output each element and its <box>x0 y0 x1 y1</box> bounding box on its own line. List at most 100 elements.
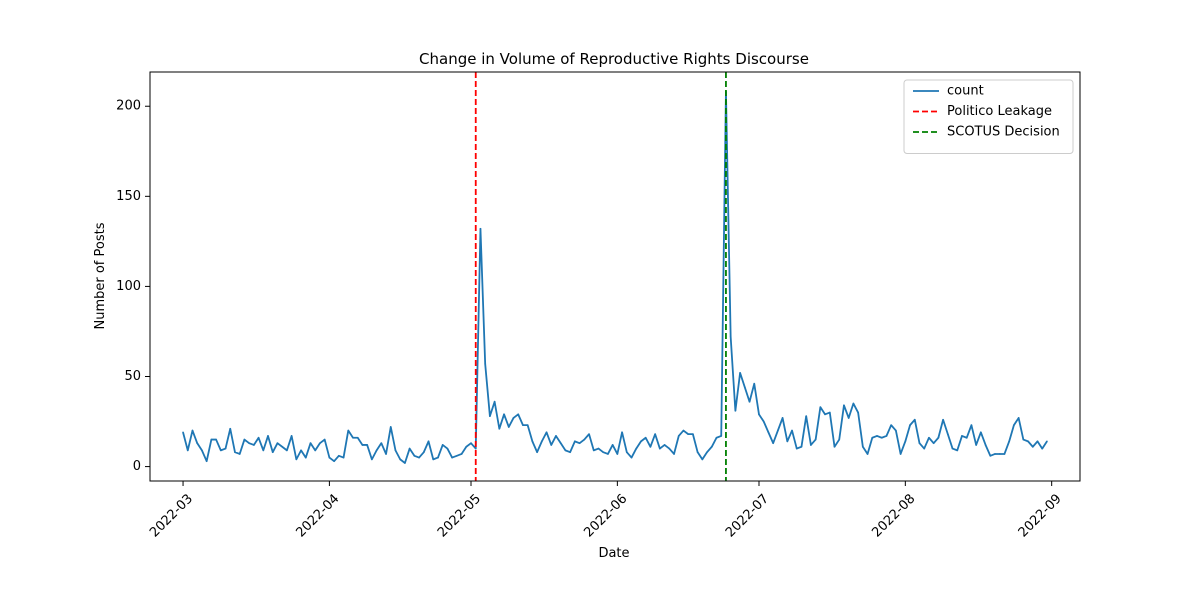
y-tick-label: 200 <box>116 99 141 114</box>
data-point <box>531 440 534 443</box>
data-point <box>526 424 529 426</box>
data-point <box>630 456 633 459</box>
legend-label: SCOTUS Decision <box>947 125 1060 140</box>
data-point <box>446 447 449 450</box>
data-point <box>238 453 241 455</box>
data-point <box>186 449 189 452</box>
data-point <box>791 429 793 432</box>
data-point <box>517 413 520 416</box>
data-point <box>271 451 274 453</box>
data-point <box>715 436 718 439</box>
data-point <box>578 442 581 444</box>
data-point <box>342 456 345 459</box>
data-point <box>248 442 250 444</box>
data-point <box>895 429 897 432</box>
data-point <box>314 449 317 452</box>
data-point <box>890 424 892 426</box>
data-point <box>772 442 774 444</box>
data-point <box>829 411 831 414</box>
data-point <box>550 444 553 446</box>
data-point <box>564 449 567 452</box>
data-point <box>621 431 623 434</box>
data-point <box>559 442 562 444</box>
data-point <box>507 426 510 428</box>
data-point <box>210 438 213 441</box>
data-point <box>323 438 326 441</box>
data-point <box>347 429 350 432</box>
data-point <box>909 424 911 426</box>
data-point <box>583 438 586 441</box>
data-point <box>786 440 789 443</box>
data-point <box>290 435 293 437</box>
data-point <box>668 447 671 450</box>
data-point <box>394 449 397 452</box>
data-point <box>838 438 841 441</box>
data-point <box>961 435 963 437</box>
data-point <box>956 449 959 452</box>
data-point <box>767 431 770 434</box>
y-tick-label: 100 <box>116 279 141 294</box>
data-point <box>640 440 642 443</box>
data-point <box>677 435 680 437</box>
data-point <box>706 451 708 453</box>
data-point <box>333 460 335 462</box>
data-point <box>701 458 704 461</box>
data-point <box>536 451 538 453</box>
data-point <box>328 456 331 459</box>
data-point <box>710 445 713 448</box>
data-point <box>574 440 576 443</box>
data-point <box>1036 440 1039 443</box>
data-point <box>456 454 458 457</box>
data-point <box>847 417 850 419</box>
axes-frame <box>149 71 1081 482</box>
x-axis-label: Date <box>598 546 629 561</box>
data-point <box>928 436 930 439</box>
data-point <box>484 363 486 365</box>
data-point <box>465 445 468 448</box>
data-point <box>191 429 194 432</box>
data-point <box>498 427 501 430</box>
data-point <box>611 444 614 446</box>
data-point <box>965 436 968 439</box>
legend: count Politico Leakage SCOTUS Decision <box>903 79 1074 154</box>
data-point <box>810 444 812 446</box>
data-point <box>951 447 954 450</box>
data-point <box>833 445 836 448</box>
data-point <box>1046 440 1048 443</box>
data-point <box>220 449 222 452</box>
data-point <box>649 445 652 448</box>
data-point <box>748 400 751 403</box>
data-point <box>762 420 765 423</box>
data-point <box>729 336 732 338</box>
data-point <box>937 436 940 439</box>
data-point <box>687 433 689 435</box>
series-line-count <box>182 90 1048 464</box>
data-point <box>913 418 916 421</box>
data-point <box>286 449 288 452</box>
data-point <box>262 449 265 452</box>
data-point <box>215 438 217 441</box>
data-point <box>1022 438 1025 441</box>
data-point <box>696 451 699 453</box>
data-point <box>493 400 496 403</box>
data-point <box>932 442 935 444</box>
data-point <box>753 382 756 385</box>
data-point <box>470 442 472 444</box>
data-point <box>569 451 571 453</box>
data-point <box>923 447 926 450</box>
data-point <box>276 442 279 444</box>
data-point <box>644 436 647 439</box>
legend-label: count <box>947 84 984 99</box>
data-point <box>451 456 453 459</box>
data-point <box>659 447 661 450</box>
legend-label: Politico Leakage <box>947 104 1052 119</box>
data-point <box>541 440 543 443</box>
data-point <box>375 449 378 452</box>
data-point <box>814 438 817 441</box>
data-point <box>545 431 548 434</box>
data-point <box>413 454 416 457</box>
data-point <box>942 418 944 421</box>
data-point <box>994 453 996 455</box>
data-point <box>984 444 987 446</box>
data-point <box>267 435 269 437</box>
